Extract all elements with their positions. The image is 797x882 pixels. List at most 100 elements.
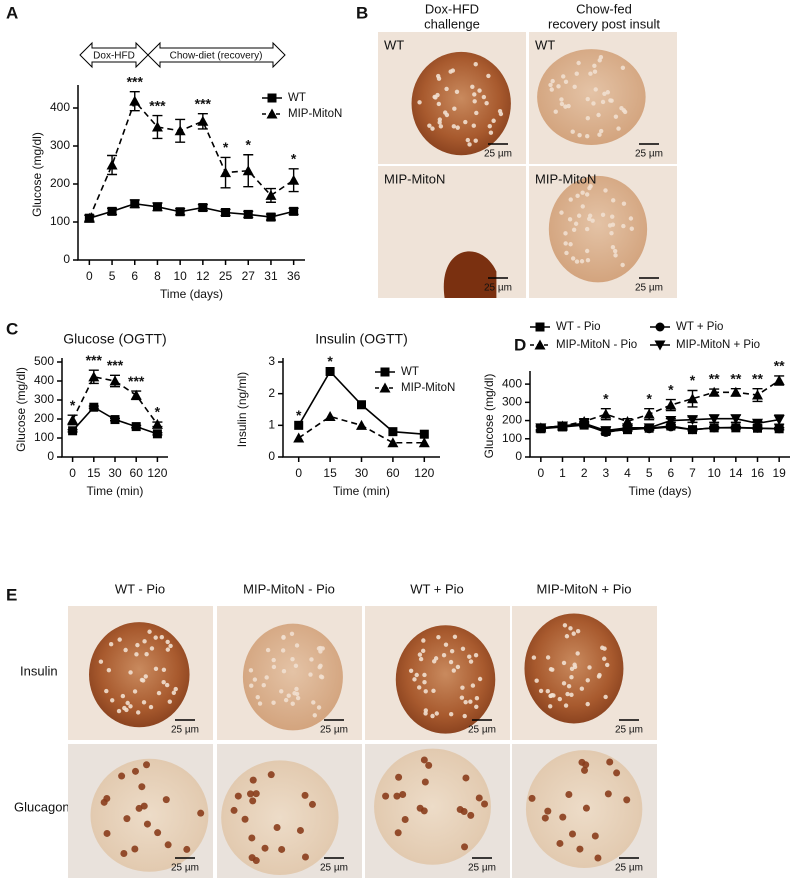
column-header: MIP-MitoN - Pio (243, 581, 335, 596)
nucleus (584, 248, 590, 254)
nucleus (434, 711, 439, 716)
chart-title: Insulin (OGTT) (315, 331, 408, 347)
nucleus (295, 695, 301, 701)
series-line (88, 99, 295, 219)
x-tick-label: 3 (602, 466, 609, 480)
x-axis-title: Time (days) (629, 484, 692, 498)
nucleus (135, 710, 141, 715)
marker (379, 382, 391, 393)
nucleus (140, 802, 148, 810)
marker (730, 386, 742, 397)
marker (151, 121, 163, 132)
significance-label: ** (774, 358, 785, 374)
y-tick-label: 300 (50, 138, 70, 152)
marker (267, 93, 277, 103)
nucleus (585, 134, 590, 139)
column-header: Chow-fed (576, 1, 632, 16)
nucleus (621, 201, 627, 206)
nucleus (584, 192, 590, 197)
marker (578, 418, 590, 429)
y-tick-label: 100 (50, 214, 70, 228)
nucleus (420, 807, 428, 815)
nucleus (421, 778, 429, 786)
marker (557, 421, 568, 432)
x-axis-title: Time (min) (333, 484, 390, 498)
nucleus (603, 188, 608, 193)
row-header: MIP-MitoN (535, 171, 596, 186)
significance-label: *** (107, 357, 124, 373)
nucleus (249, 683, 254, 688)
regimen-label: Chow-diet (recovery) (170, 51, 263, 62)
marker (687, 415, 698, 426)
nucleus (382, 792, 390, 800)
nucleus (611, 198, 616, 203)
y-tick-label: 300 (502, 395, 522, 409)
nucleus (563, 231, 568, 236)
legend-label: WT + Pio (676, 321, 723, 333)
marker (106, 159, 118, 170)
nucleus (528, 794, 536, 802)
column-header: Dox-HFD (425, 1, 479, 16)
nucleus (564, 634, 570, 639)
marker (89, 402, 99, 412)
nucleus (255, 695, 260, 700)
legend-label: WT (401, 366, 419, 378)
marker (535, 322, 545, 332)
nucleus (443, 110, 448, 115)
chart-title: Glucose (OGTT) (63, 331, 166, 347)
nucleus (605, 662, 610, 668)
nucleus (164, 682, 170, 688)
nucleus (417, 652, 423, 657)
nucleus (437, 117, 443, 122)
nucleus (578, 758, 586, 766)
nucleus (149, 646, 155, 651)
nucleus (474, 696, 480, 701)
nucleus (308, 672, 313, 677)
marker (294, 420, 304, 430)
nucleus (252, 790, 260, 798)
nucleus (468, 659, 474, 664)
nucleus (267, 771, 275, 779)
panel-label: D (514, 335, 526, 354)
nucleus (301, 791, 309, 799)
marker (109, 375, 121, 386)
column-header: WT - Pio (115, 581, 165, 596)
marker (688, 425, 697, 435)
nucleus (563, 703, 569, 708)
nucleus (125, 700, 130, 706)
nucleus (271, 700, 276, 705)
y-tick-label: 200 (34, 411, 54, 425)
nucleus (271, 657, 276, 663)
nucleus (412, 677, 417, 682)
significance-label: * (291, 151, 297, 167)
nucleus (588, 71, 593, 76)
y-tick-label: 400 (502, 376, 522, 390)
nucleus (481, 800, 489, 808)
marker (151, 418, 163, 429)
series-line (540, 417, 780, 432)
marker (418, 437, 430, 448)
x-tick-label: 14 (729, 466, 743, 480)
scale-bar-label: 25 µm (171, 863, 199, 874)
scale-bar-label: 25 µm (320, 725, 348, 736)
nucleus (475, 794, 483, 802)
nucleus (430, 713, 435, 719)
nucleus (425, 761, 433, 769)
marker (388, 427, 398, 437)
nucleus (164, 841, 172, 849)
nucleus (265, 647, 271, 653)
scale-bar-label: 25 µm (615, 863, 643, 874)
x-tick-label: 4 (624, 466, 631, 480)
nucleus (436, 634, 441, 640)
nucleus (153, 635, 158, 640)
nucleus (153, 666, 159, 671)
nucleus (281, 668, 287, 674)
significance-label: * (246, 136, 252, 152)
column-header: challenge (424, 16, 480, 31)
nucleus (120, 693, 126, 699)
nucleus (621, 223, 626, 229)
nucleus (580, 204, 585, 209)
nucleus (394, 829, 402, 837)
marker (152, 202, 162, 212)
nucleus (431, 659, 437, 664)
